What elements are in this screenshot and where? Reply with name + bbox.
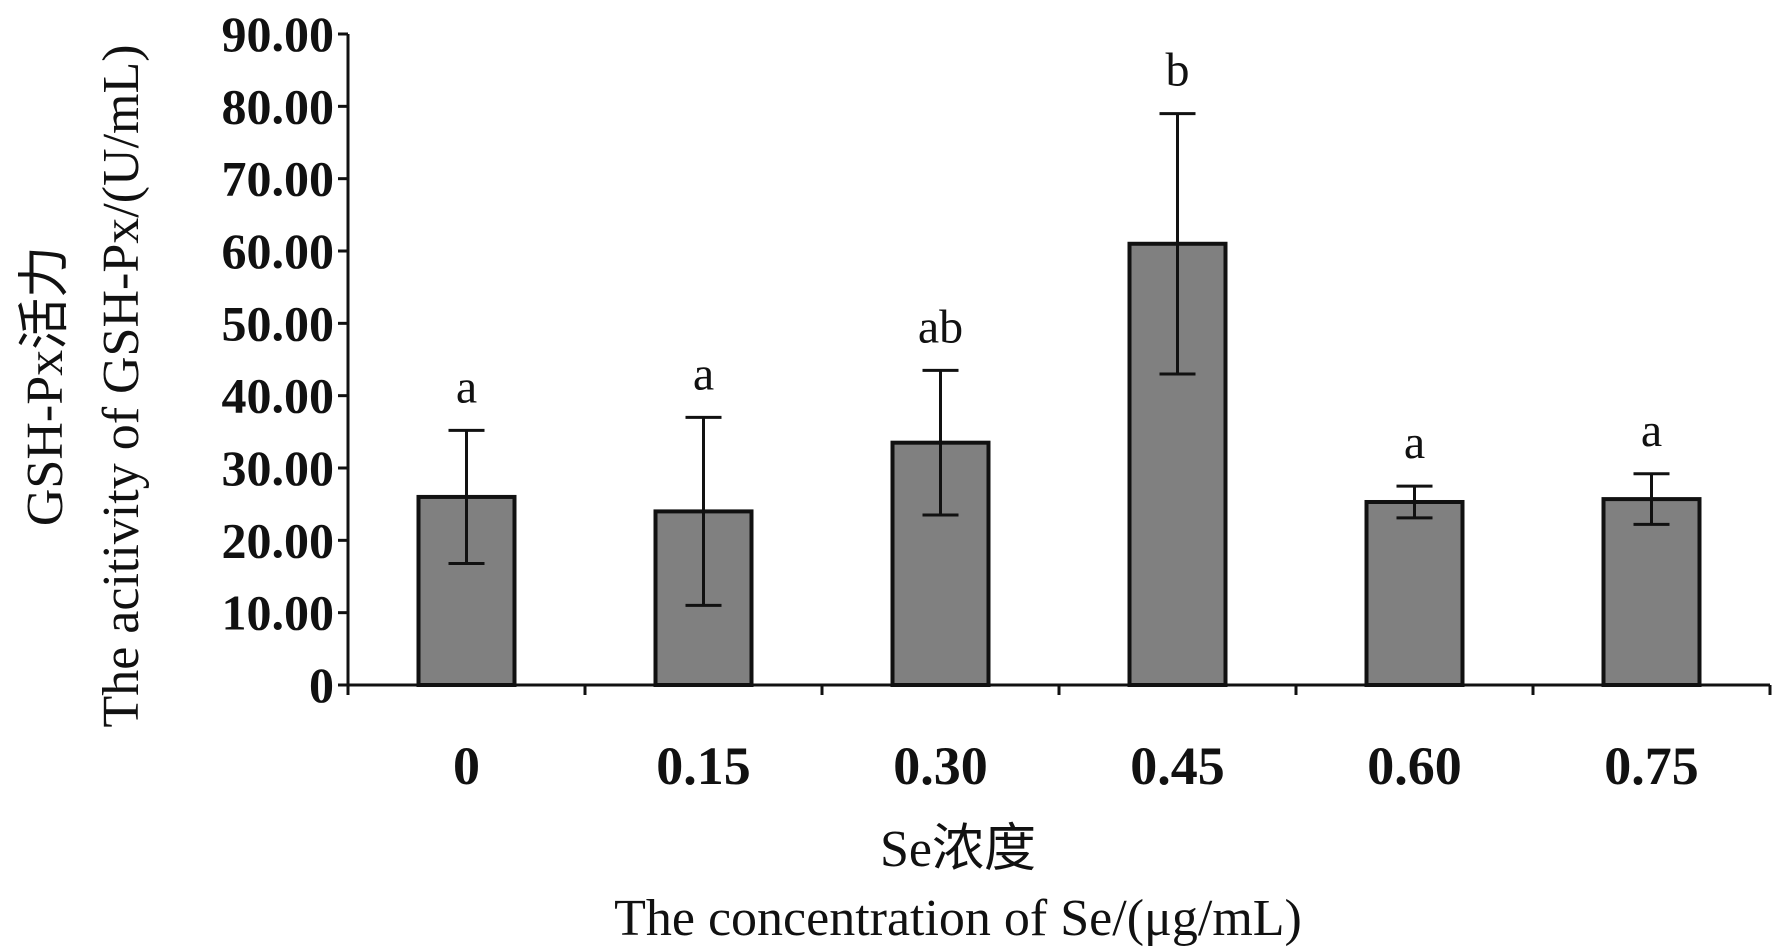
x-axis-title-cn: Se浓度 — [880, 821, 1036, 878]
y-tick-label: 70.00 — [222, 151, 335, 207]
y-axis: 0 10.00 20.00 30.00 40.00 50.00 60.00 70.00 80.0… — [222, 6, 350, 713]
y-tick-label: 90.00 — [222, 6, 335, 62]
y-tick-label: 20.00 — [222, 512, 335, 568]
x-axis: 0 0.15 0.30 0.45 0.60 0.75 — [346, 683, 1772, 796]
x-tick-label: 0.15 — [656, 736, 751, 796]
bar — [1364, 499, 1465, 687]
x-tick-label: 0.60 — [1367, 736, 1462, 796]
bar — [1601, 497, 1702, 687]
y-tick-label: 60.00 — [222, 223, 335, 279]
y-axis-title-cn: GSH-Px活力 — [17, 246, 74, 526]
y-tick-label: 10.00 — [222, 585, 335, 641]
y-tick-label: 40.00 — [222, 368, 335, 424]
y-axis-title-en: The acitivity of GSH-Px/(U/mL) — [93, 44, 150, 727]
significance-label: b — [1166, 44, 1190, 97]
y-tick-label: 0 — [309, 657, 334, 713]
significance-label: a — [693, 347, 714, 400]
x-tick-label: 0.75 — [1604, 736, 1699, 796]
x-tick-label: 0 — [453, 736, 480, 796]
significance-label: ab — [918, 300, 963, 353]
significance-label: a — [1404, 416, 1425, 469]
x-tick-label: 0.30 — [893, 736, 988, 796]
error-bars — [448, 112, 1670, 607]
significance-labels: a a ab b a a — [456, 44, 1662, 470]
y-tick-label: 80.00 — [222, 78, 335, 134]
bars — [416, 241, 1702, 687]
x-tick-label: 0.45 — [1130, 736, 1225, 796]
significance-label: a — [1641, 404, 1662, 457]
y-tick-label: 30.00 — [222, 440, 335, 496]
significance-label: a — [456, 360, 477, 413]
x-axis-title-en: The concentration of Se/(μg/mL) — [614, 890, 1302, 947]
y-tick-label: 50.00 — [222, 295, 335, 351]
